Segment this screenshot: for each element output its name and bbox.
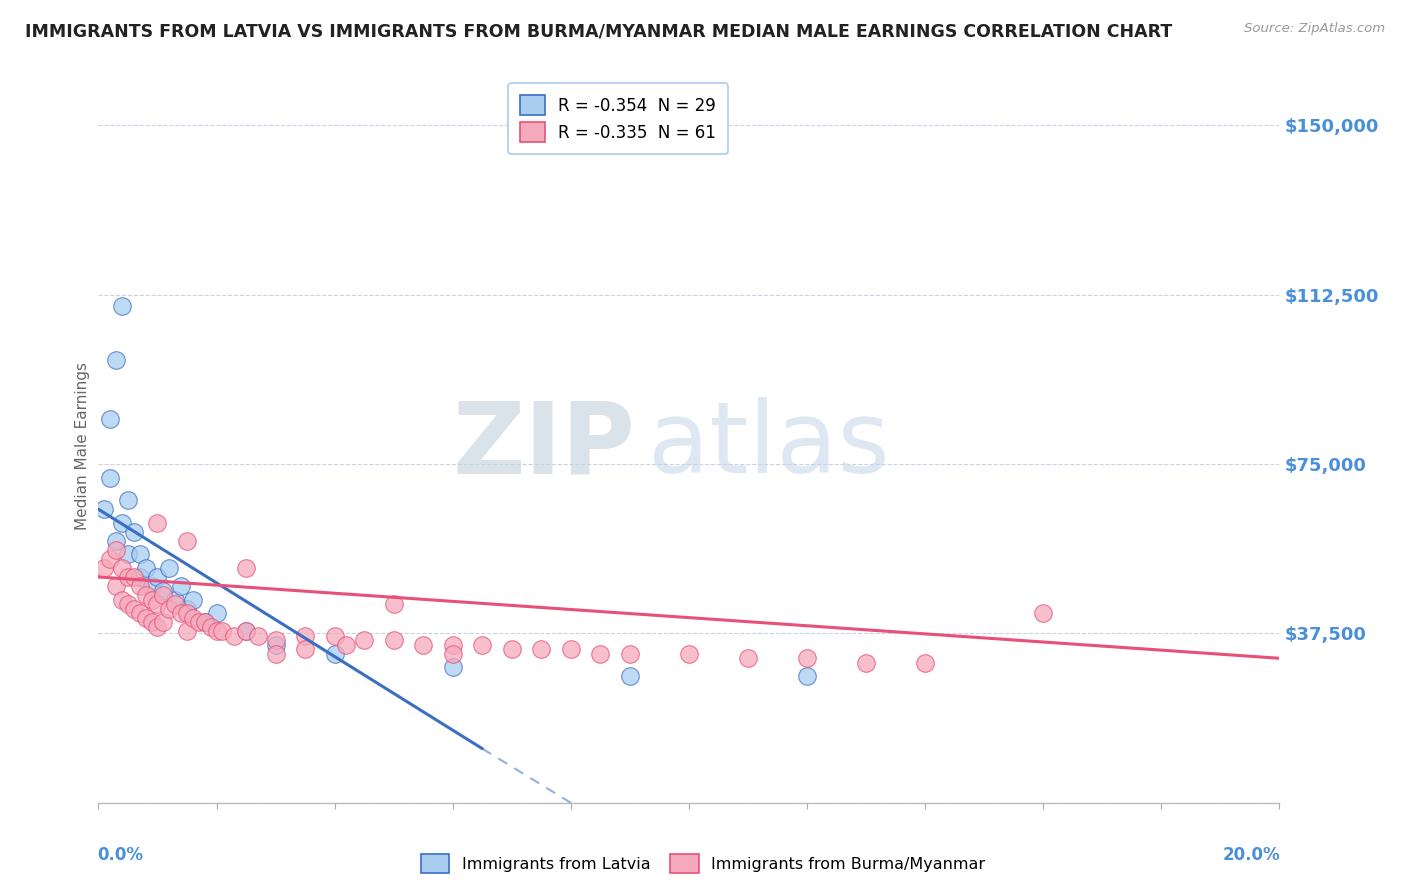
Point bbox=[135, 561, 157, 575]
Point bbox=[235, 624, 257, 639]
Text: atlas: atlas bbox=[648, 398, 889, 494]
Point bbox=[353, 633, 375, 648]
Point bbox=[246, 629, 269, 643]
Point bbox=[441, 647, 464, 661]
Point bbox=[111, 299, 134, 313]
Point bbox=[471, 638, 494, 652]
Point bbox=[152, 588, 174, 602]
Point bbox=[93, 561, 115, 575]
Point bbox=[128, 570, 150, 584]
Point bbox=[181, 592, 204, 607]
Point bbox=[122, 570, 145, 584]
Point bbox=[146, 597, 169, 611]
Point bbox=[105, 579, 128, 593]
Point bbox=[141, 579, 163, 593]
Point bbox=[128, 606, 150, 620]
Point bbox=[200, 620, 222, 634]
Point bbox=[264, 638, 287, 652]
Point bbox=[1032, 606, 1054, 620]
Point bbox=[205, 624, 228, 639]
Point bbox=[187, 615, 209, 629]
Point bbox=[122, 524, 145, 539]
Point bbox=[157, 561, 180, 575]
Legend: Immigrants from Latvia, Immigrants from Burma/Myanmar: Immigrants from Latvia, Immigrants from … bbox=[415, 847, 991, 880]
Point bbox=[678, 647, 700, 661]
Point bbox=[796, 669, 818, 683]
Point bbox=[141, 592, 163, 607]
Point bbox=[176, 601, 198, 615]
Point bbox=[235, 561, 257, 575]
Point bbox=[105, 533, 128, 548]
Point bbox=[235, 624, 257, 639]
Point bbox=[855, 656, 877, 670]
Point bbox=[152, 583, 174, 598]
Point bbox=[737, 651, 759, 665]
Point bbox=[335, 638, 357, 652]
Point bbox=[205, 606, 228, 620]
Point bbox=[105, 353, 128, 368]
Point bbox=[501, 642, 523, 657]
Point bbox=[294, 642, 316, 657]
Point bbox=[170, 606, 193, 620]
Point bbox=[412, 638, 434, 652]
Text: 20.0%: 20.0% bbox=[1223, 846, 1281, 863]
Point bbox=[117, 597, 139, 611]
Point bbox=[146, 570, 169, 584]
Point bbox=[589, 647, 612, 661]
Point bbox=[194, 615, 217, 629]
Point bbox=[117, 570, 139, 584]
Point bbox=[157, 601, 180, 615]
Point bbox=[224, 629, 246, 643]
Point bbox=[146, 620, 169, 634]
Point bbox=[323, 629, 346, 643]
Point bbox=[382, 633, 405, 648]
Point bbox=[146, 516, 169, 530]
Point bbox=[530, 642, 553, 657]
Text: Source: ZipAtlas.com: Source: ZipAtlas.com bbox=[1244, 22, 1385, 36]
Point bbox=[181, 610, 204, 624]
Point bbox=[117, 493, 139, 508]
Point bbox=[194, 615, 217, 629]
Y-axis label: Median Male Earnings: Median Male Earnings bbox=[75, 362, 90, 530]
Point bbox=[128, 548, 150, 562]
Point bbox=[98, 552, 121, 566]
Point bbox=[796, 651, 818, 665]
Point bbox=[441, 638, 464, 652]
Point bbox=[176, 624, 198, 639]
Point bbox=[93, 502, 115, 516]
Point bbox=[914, 656, 936, 670]
Point bbox=[264, 633, 287, 648]
Point bbox=[264, 647, 287, 661]
Point bbox=[111, 592, 134, 607]
Point bbox=[619, 669, 641, 683]
Point bbox=[128, 579, 150, 593]
Point bbox=[98, 470, 121, 484]
Text: IMMIGRANTS FROM LATVIA VS IMMIGRANTS FROM BURMA/MYANMAR MEDIAN MALE EARNINGS COR: IMMIGRANTS FROM LATVIA VS IMMIGRANTS FRO… bbox=[25, 22, 1173, 40]
Point bbox=[122, 601, 145, 615]
Point bbox=[152, 615, 174, 629]
Point bbox=[176, 606, 198, 620]
Point bbox=[176, 533, 198, 548]
Point bbox=[135, 588, 157, 602]
Point bbox=[170, 579, 193, 593]
Legend: R = -0.354  N = 29, R = -0.335  N = 61: R = -0.354 N = 29, R = -0.335 N = 61 bbox=[509, 83, 728, 154]
Point bbox=[135, 610, 157, 624]
Point bbox=[117, 548, 139, 562]
Point bbox=[111, 561, 134, 575]
Point bbox=[323, 647, 346, 661]
Point bbox=[441, 660, 464, 674]
Point bbox=[165, 592, 187, 607]
Point bbox=[560, 642, 582, 657]
Point bbox=[165, 597, 187, 611]
Point bbox=[98, 412, 121, 426]
Point bbox=[382, 597, 405, 611]
Point bbox=[141, 615, 163, 629]
Point bbox=[294, 629, 316, 643]
Point bbox=[211, 624, 233, 639]
Text: ZIP: ZIP bbox=[453, 398, 636, 494]
Point bbox=[619, 647, 641, 661]
Point bbox=[111, 516, 134, 530]
Point bbox=[105, 542, 128, 557]
Text: 0.0%: 0.0% bbox=[97, 846, 143, 863]
